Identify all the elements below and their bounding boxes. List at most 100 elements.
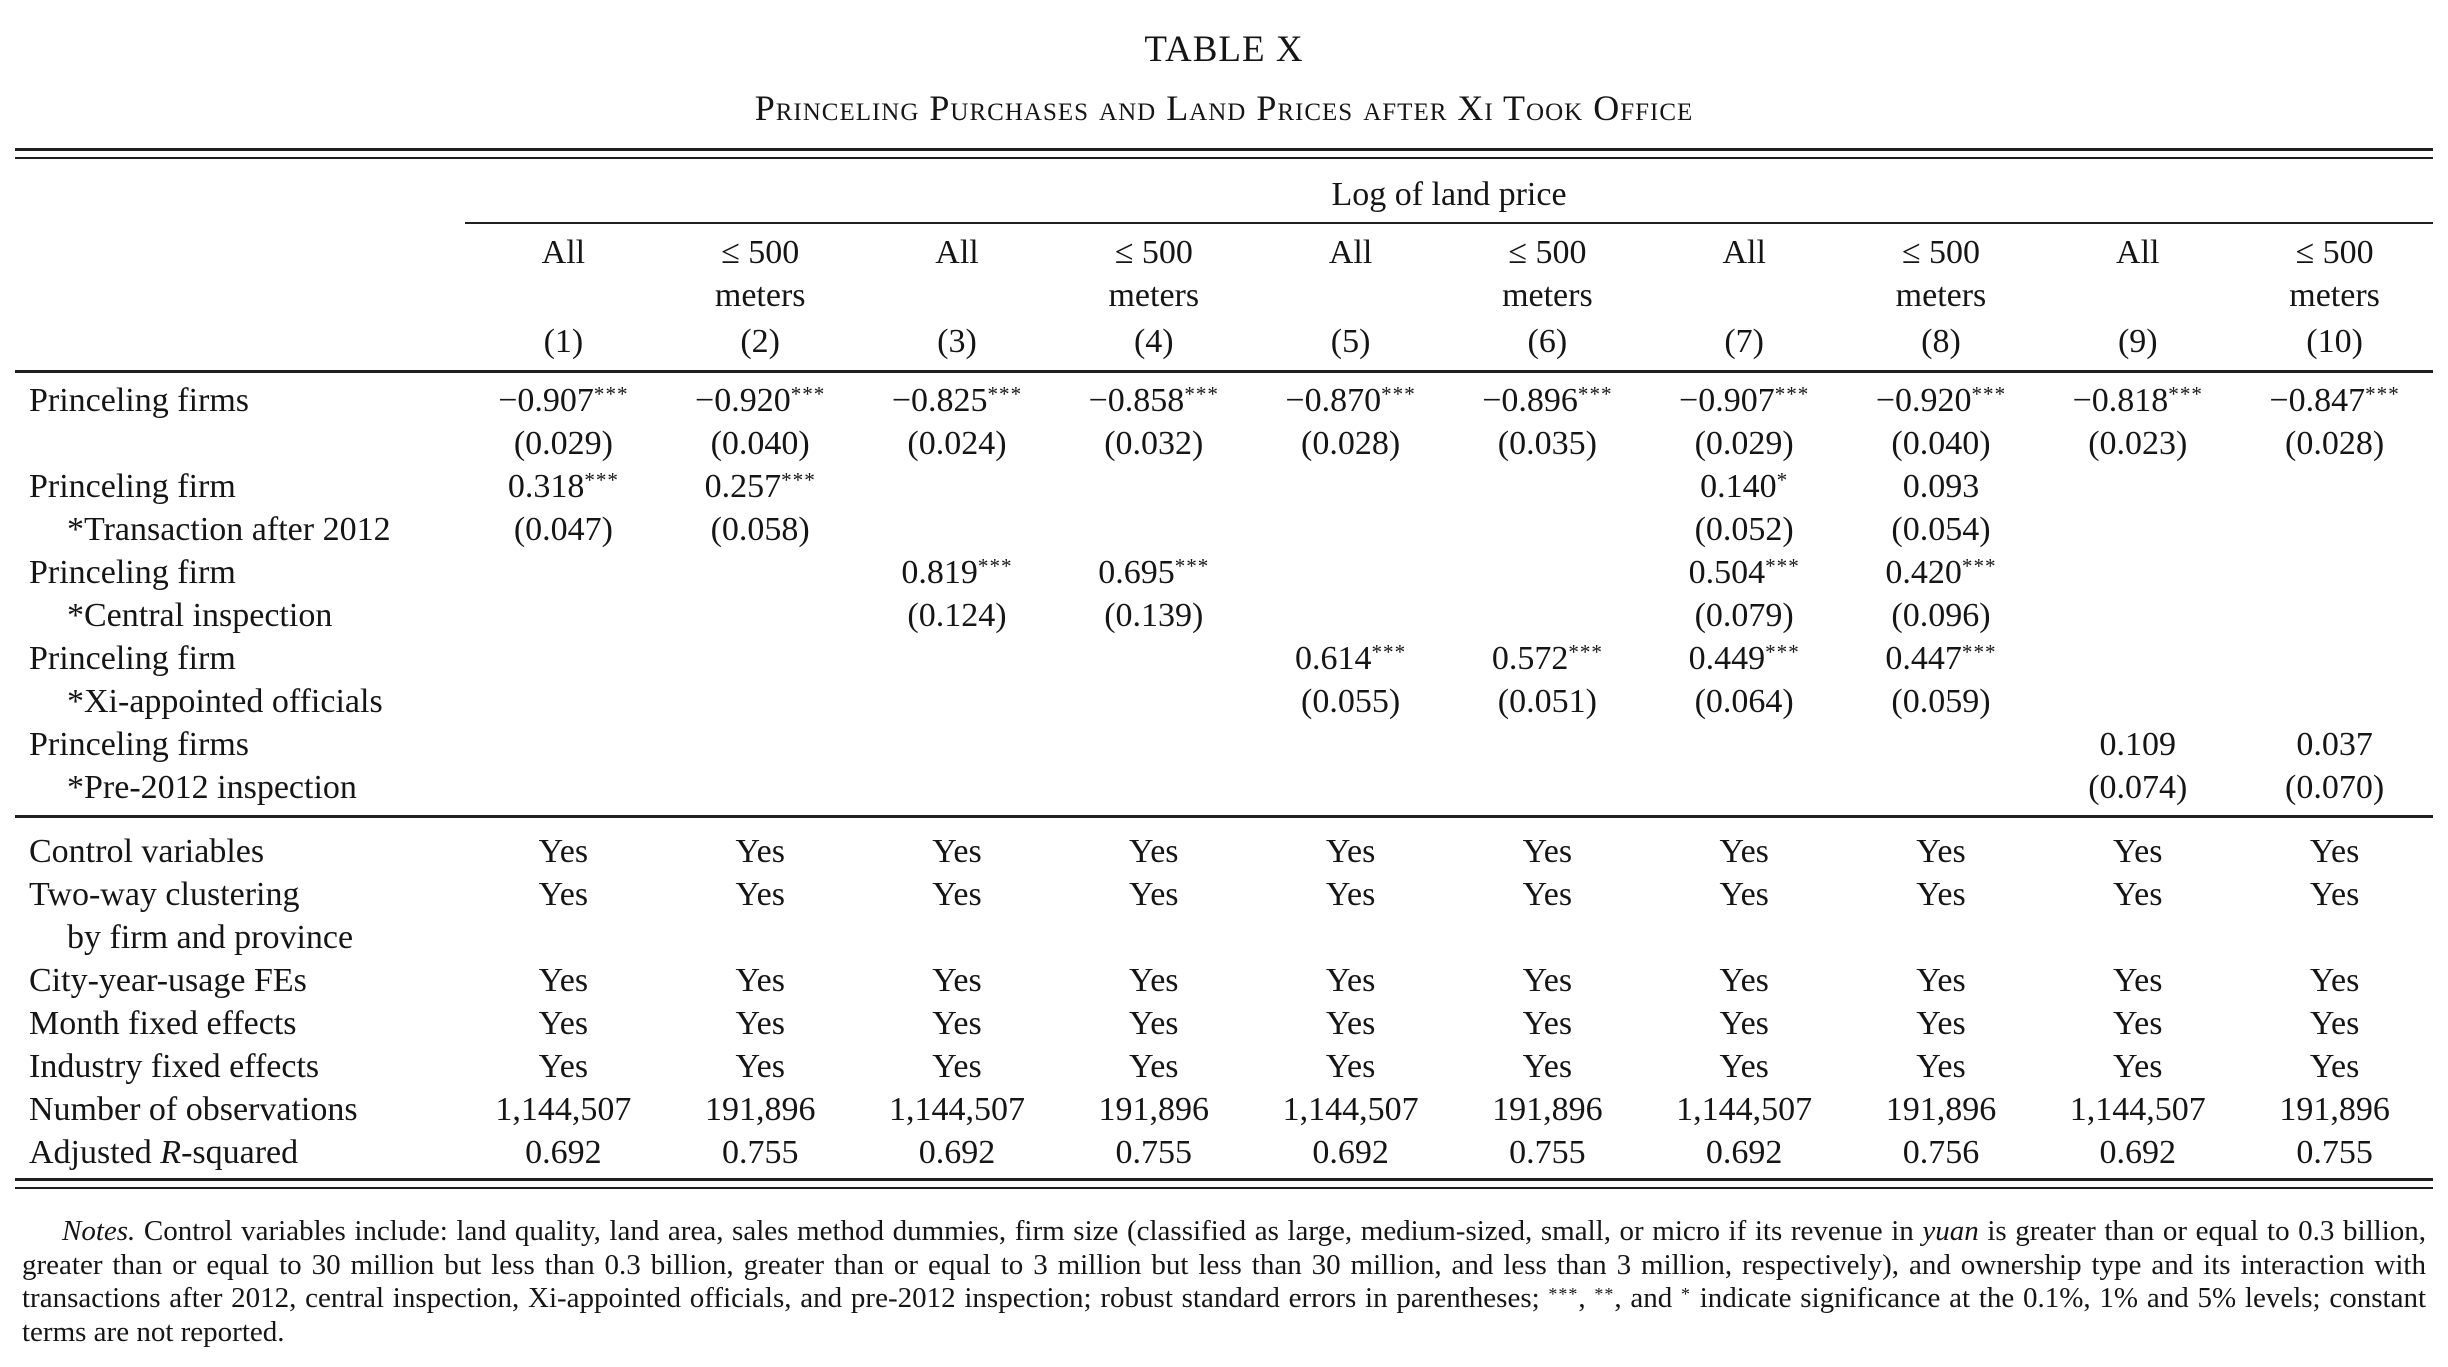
stat-cell: 191,896 <box>1492 1091 1603 1128</box>
se-cell <box>1449 508 1646 551</box>
stat-cell: Yes <box>932 833 982 870</box>
stat-cell: Yes <box>1916 1048 1966 1085</box>
row-label: Princeling firm <box>15 551 465 594</box>
coef-cell: −0.920*** <box>1843 379 2040 422</box>
table-row: Adjusted R-squared 0.692 0.755 0.692 0.755 0.… <box>15 1131 2433 1174</box>
significance-stars: *** <box>790 381 826 406</box>
table-row: Princeling firm 0.614*** 0.572*** 0.449*** 0… <box>15 637 2433 680</box>
stat-cell: Yes <box>1325 876 1376 913</box>
column-header-line1: All <box>935 234 979 271</box>
stat-cell: Yes <box>1522 962 1573 999</box>
row-sublabel: *Xi-appointed officials <box>15 680 465 723</box>
column-number: (1) <box>465 319 662 373</box>
se-cell: (0.070) <box>2285 769 2385 806</box>
stat-cell: Yes <box>1719 833 1769 870</box>
coef-cell <box>2039 465 2236 508</box>
significance-stars: *** <box>1184 381 1219 406</box>
stat-cell: Yes <box>1719 962 1769 999</box>
text-segment: indicate significance at the 0.1%, 1% an… <box>22 1282 2426 1348</box>
empty-cell <box>1055 916 1252 959</box>
coef-cell: 0.572*** <box>1449 637 1646 680</box>
column-header: All <box>1252 223 1449 319</box>
stat-cell: Yes <box>2309 876 2360 913</box>
column-number: (5) <box>1252 319 1449 373</box>
row-label: City-year-usage FEs <box>15 959 465 1002</box>
coef-cell: 0.318*** <box>465 465 662 508</box>
column-number: (8) <box>1842 319 2040 373</box>
coef-cell <box>662 723 859 766</box>
value-text: 0.140 <box>1700 468 1777 505</box>
top-double-rule <box>15 148 2433 159</box>
stat-cell: 0.692 <box>1312 1134 1389 1171</box>
significance-stars: *** <box>1548 1283 1579 1304</box>
se-cell <box>2236 594 2433 637</box>
stat-cell: Yes <box>1916 962 1966 999</box>
se-cell <box>1055 508 1252 551</box>
value-text: −0.818 <box>2072 382 2169 419</box>
stat-cell: Yes <box>1916 833 1966 870</box>
table-row: Princeling firms −0.907*** −0.920*** −0.825… <box>15 379 2433 422</box>
column-header-line2 <box>1646 276 1843 319</box>
se-cell: (0.096) <box>1891 597 1991 634</box>
coef-cell <box>1252 465 1449 508</box>
significance-stars: *** <box>1577 381 1613 406</box>
stat-cell: Yes <box>932 876 982 913</box>
value-text: −0.847 <box>2269 382 2366 419</box>
se-cell <box>2236 680 2433 723</box>
coef-cell: −0.818*** <box>2039 379 2236 422</box>
se-cell: (0.064) <box>1694 683 1794 720</box>
se-cell: (0.040) <box>1891 425 1991 462</box>
column-header-line1: ≤ 500 <box>721 234 800 271</box>
column-header-line1: All <box>1328 234 1373 271</box>
stat-cell: 1,144,507 <box>2069 1091 2206 1128</box>
coef-cell <box>662 551 859 594</box>
stat-cell: Yes <box>1719 1005 1769 1042</box>
value-text: 0.257 <box>704 468 782 505</box>
text-segment: *Transaction after 2012 <box>67 511 391 548</box>
spacer-cell <box>15 818 2433 830</box>
column-header-line2 <box>1252 276 1449 319</box>
text-segment: Princeling firms <box>29 726 250 763</box>
coef-cell: 0.093 <box>1902 468 1980 505</box>
stat-cell: Yes <box>2113 1048 2163 1085</box>
stat-cell: 0.692 <box>2099 1134 2177 1171</box>
coef-cell: 0.257*** <box>662 465 859 508</box>
value-text: −0.896 <box>1482 382 1578 419</box>
coef-cell: 0.037 <box>2296 726 2373 763</box>
column-header-line1: All <box>1722 234 1766 271</box>
coef-cell: −0.907*** <box>1646 379 1843 422</box>
se-cell <box>2039 508 2236 551</box>
se-cell: (0.035) <box>1497 425 1597 462</box>
value-text: 0.504 <box>1688 554 1766 591</box>
table-row: *Central inspection (0.124) (0.139) (0.079)… <box>15 594 2433 637</box>
value-text: 0.572 <box>1491 640 1569 677</box>
text-segment: Princeling firm <box>29 468 236 505</box>
stat-cell: Yes <box>1325 962 1376 999</box>
section-rule <box>15 815 2433 818</box>
se-cell <box>2039 680 2236 723</box>
se-cell: (0.051) <box>1497 683 1597 720</box>
empty-cell <box>2039 916 2236 959</box>
stat-cell: Yes <box>1522 833 1573 870</box>
column-header: ≤ 500 meters <box>662 223 859 319</box>
column-header-line2 <box>2039 276 2236 319</box>
significance-stars: * <box>1681 1283 1691 1304</box>
coef-cell <box>1449 551 1646 594</box>
se-cell <box>859 766 1056 809</box>
stat-cell: Yes <box>538 962 589 999</box>
coef-cell: −0.858*** <box>1055 379 1252 422</box>
text-segment: R <box>160 1134 182 1171</box>
table-row: *Pre-2012 inspection (0.074) (0.070) <box>15 766 2433 809</box>
text-segment: Control variables <box>29 833 265 870</box>
coef-cell: 0.695*** <box>1055 551 1252 594</box>
text-segment: Notes. <box>62 1215 136 1247</box>
column-number: (9) <box>2039 319 2237 373</box>
column-header-row: All ≤ 500 meters All ≤ 500 meters All ≤ 500 mete… <box>15 223 2433 319</box>
stat-cell: 1,144,507 <box>1282 1091 1419 1128</box>
se-cell: (0.054) <box>1891 511 1991 548</box>
stat-cell: Yes <box>735 1005 785 1042</box>
se-cell: (0.029) <box>1694 425 1794 462</box>
significance-stars: *** <box>1765 639 1800 664</box>
se-cell <box>1646 766 1843 809</box>
